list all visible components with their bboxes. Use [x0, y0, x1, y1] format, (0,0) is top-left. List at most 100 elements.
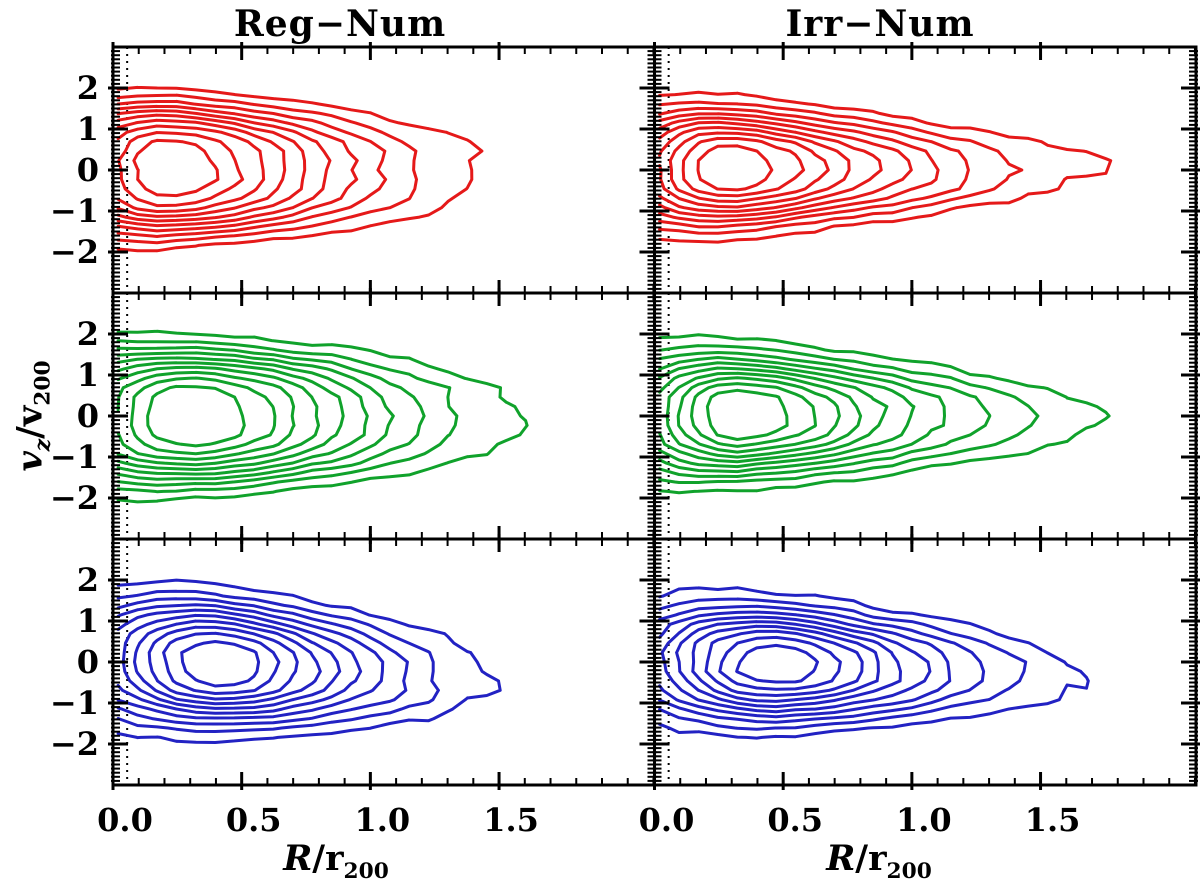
- x-axis-label-R: R: [826, 838, 856, 879]
- contour-level-7: [116, 124, 266, 213]
- y-tick-label: 0: [77, 397, 99, 435]
- x-axis-label-right: R/r200: [826, 838, 932, 884]
- contour-level-1: [116, 339, 459, 494]
- x-tick-label: 0.0: [97, 801, 153, 839]
- panel-ticks: [649, 534, 1200, 790]
- contours-reg-num-green: [116, 329, 529, 504]
- contour-level-2: [658, 604, 986, 724]
- x-tick-label: 1.5: [483, 801, 539, 839]
- contour-level-2: [116, 597, 409, 726]
- x-axis-label-slash: /: [855, 838, 869, 879]
- panel-frame: [653, 45, 1198, 295]
- contour-level-0: [116, 329, 529, 504]
- contour-level-9: [132, 138, 220, 198]
- x-axis-label-r: r: [325, 838, 344, 879]
- contour-level-2: [658, 351, 992, 478]
- contours-irr-num-green: [658, 333, 1111, 495]
- contour-level-5: [116, 361, 345, 471]
- y-tick-label: 1: [77, 356, 99, 394]
- contour-level-7: [668, 131, 830, 203]
- contour-level-6: [133, 619, 322, 706]
- x-tick-label: 0.5: [767, 801, 823, 839]
- x-tick-label: 1.0: [896, 801, 952, 839]
- y-tick-label: −2: [50, 725, 99, 763]
- contour-level-1: [116, 93, 418, 245]
- panel-frame: [653, 537, 1198, 787]
- y-tick-label: −1: [50, 192, 99, 230]
- contour-level-3: [658, 610, 952, 719]
- y-tick-label: −1: [50, 684, 99, 722]
- contour-level-8: [690, 382, 817, 448]
- y-tick-label: −1: [50, 438, 99, 476]
- x-tick-label: 1.5: [1025, 801, 1081, 839]
- contour-level-4: [116, 109, 332, 228]
- x-axis-label-left: R/r200: [283, 838, 389, 884]
- contour-level-1: [116, 589, 440, 733]
- panel-frame: [111, 45, 656, 295]
- contour-level-1: [658, 344, 1040, 484]
- panel-ticks: [108, 288, 660, 544]
- contour-level-8: [718, 635, 842, 691]
- contour-level-3: [116, 603, 385, 720]
- contour-level-4: [116, 356, 369, 476]
- contour-level-6: [665, 371, 863, 459]
- x-axis-label-sub-200: 200: [343, 859, 389, 884]
- contour-level-0: [658, 586, 1090, 740]
- contour-level-3: [116, 351, 395, 481]
- y-tick-label: 1: [77, 110, 99, 148]
- contour-level-3: [658, 112, 940, 223]
- contour-level-4: [660, 615, 932, 714]
- contours-reg-num-red: [116, 85, 484, 253]
- y-tick-label: −2: [50, 479, 99, 517]
- x-tick-label: 0.5: [226, 801, 282, 839]
- contour-level-5: [658, 366, 889, 464]
- contour-level-3: [658, 356, 946, 474]
- y-tick-label: 0: [77, 643, 99, 681]
- column-title-irr-num: Irr−Num: [785, 3, 975, 45]
- y-tick-label: 2: [77, 69, 99, 107]
- contour-level-5: [658, 120, 883, 213]
- contour-level-3: [116, 104, 359, 233]
- contour-level-9: [180, 640, 261, 688]
- contour-level-0: [116, 578, 502, 744]
- contour-level-4: [658, 361, 916, 469]
- contour-level-4: [658, 116, 913, 218]
- x-tick-label: 1.0: [355, 801, 411, 839]
- y-tick-label: 1: [77, 602, 99, 640]
- panel-ticks: [649, 288, 1200, 544]
- contour-level-9: [705, 388, 789, 441]
- contour-level-5: [116, 113, 307, 223]
- column-title-reg-num: Reg−Num: [233, 3, 447, 45]
- contours-irr-num-blue: [658, 586, 1090, 740]
- contour-level-7: [676, 376, 841, 454]
- panel-irr-num-green: [649, 288, 1200, 544]
- contour-level-1: [658, 100, 1024, 235]
- contour-level-9: [146, 384, 246, 448]
- y-tick-label: −2: [50, 233, 99, 271]
- contour-level-0: [658, 90, 1113, 244]
- contour-level-8: [681, 136, 806, 198]
- x-axis-label-sub-200: 200: [886, 859, 932, 884]
- y-tick-label: 2: [77, 315, 99, 353]
- y-tick-label: 2: [77, 561, 99, 599]
- contour-level-6: [116, 365, 320, 467]
- contour-level-7: [704, 629, 864, 697]
- panel-frame: [653, 291, 1198, 541]
- panel-irr-num-red: [649, 42, 1200, 298]
- x-axis-label-slash: /: [312, 838, 326, 879]
- x-axis-label-r: r: [868, 838, 887, 879]
- contour-level-7: [116, 370, 296, 461]
- contour-level-4: [116, 608, 363, 715]
- contours-reg-num-blue: [116, 578, 502, 744]
- contour-level-7: [147, 625, 299, 701]
- panel-frame: [111, 291, 656, 541]
- contour-level-6: [691, 624, 880, 703]
- x-tick-label: 0.0: [639, 801, 695, 839]
- panel-ticks: [108, 42, 660, 298]
- y-tick-label: 0: [77, 151, 99, 189]
